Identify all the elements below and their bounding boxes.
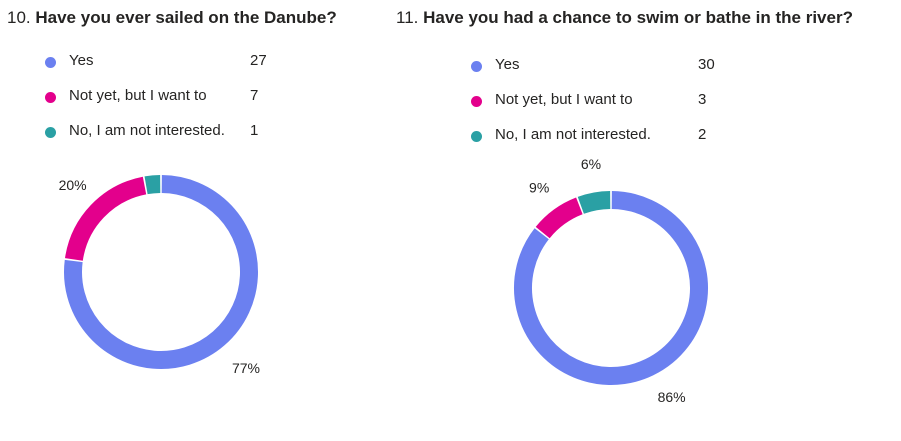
legend-label: Yes <box>69 52 94 69</box>
slice-yes[interactable] <box>514 191 708 385</box>
question-10: 10. Have you ever sailed on the Danube? … <box>0 0 380 441</box>
dot-icon <box>45 92 56 103</box>
legend-label: No, I am not interested. <box>69 122 225 139</box>
legend: Yes 30 Not yet, but I want to 3 No, I am… <box>471 56 731 161</box>
slice-not-interested[interactable] <box>144 175 161 195</box>
legend-label: Not yet, but I want to <box>495 91 633 108</box>
legend: Yes 27 Not yet, but I want to 7 No, I am… <box>45 52 285 157</box>
legend-label: Not yet, but I want to <box>69 87 207 104</box>
dot-icon <box>471 131 482 142</box>
question-title: 10. Have you ever sailed on the Danube? <box>7 8 337 28</box>
dot-icon <box>45 57 56 68</box>
data-label-yes: 86% <box>658 389 686 405</box>
legend-item-not-yet: Not yet, but I want to 3 <box>471 91 731 126</box>
legend-label: No, I am not interested. <box>495 126 651 143</box>
dot-icon <box>45 127 56 138</box>
question-text: Have you had a chance to swim or bathe i… <box>423 8 853 27</box>
slice-not-interested[interactable] <box>577 191 611 214</box>
question-number: 11. <box>396 8 419 27</box>
slice-yes[interactable] <box>64 175 258 369</box>
legend-label: Yes <box>495 56 520 73</box>
slice-not-yet[interactable] <box>64 176 147 261</box>
legend-count: 2 <box>698 126 707 143</box>
data-label-not-yet: 20% <box>59 177 87 193</box>
slice-not-yet[interactable] <box>535 197 583 239</box>
question-title: 11. Have you had a chance to swim or bat… <box>396 8 853 28</box>
donut-chart: 86% 9% 6% <box>514 156 708 405</box>
legend-item-yes: Yes 30 <box>471 56 731 91</box>
dot-icon <box>471 96 482 107</box>
data-label-not-yet: 9% <box>529 179 549 195</box>
legend-item-not-yet: Not yet, but I want to 7 <box>45 87 285 122</box>
legend-count: 30 <box>698 56 715 73</box>
legend-item-not-interested: No, I am not interested. 2 <box>471 126 731 161</box>
question-text: Have you ever sailed on the Danube? <box>35 8 337 27</box>
legend-item-not-interested: No, I am not interested. 1 <box>45 122 285 157</box>
legend-count: 27 <box>250 52 267 69</box>
data-label-yes: 77% <box>232 360 260 376</box>
question-11: 11. Have you had a chance to swim or bat… <box>380 0 901 441</box>
legend-count: 1 <box>250 122 259 139</box>
legend-count: 3 <box>698 91 707 108</box>
legend-item-yes: Yes 27 <box>45 52 285 87</box>
donut-chart: 77% 20% <box>59 175 260 376</box>
question-number: 10. <box>7 8 31 27</box>
dot-icon <box>471 61 482 72</box>
legend-count: 7 <box>250 87 259 104</box>
data-label-not-interested: 6% <box>581 156 601 172</box>
